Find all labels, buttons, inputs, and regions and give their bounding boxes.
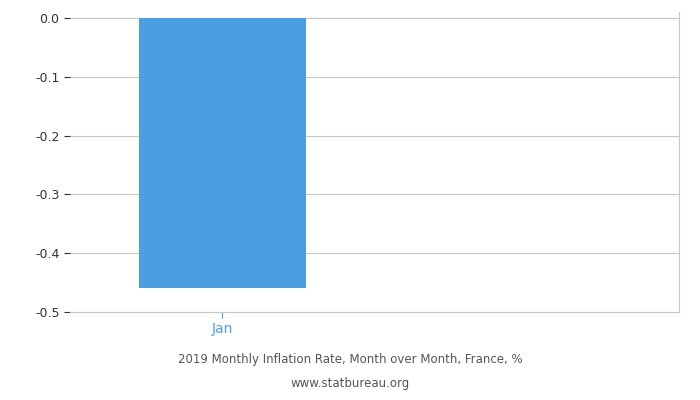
Bar (139, 18, 306, 288)
Text: www.statbureau.org: www.statbureau.org (290, 378, 410, 390)
Text: 2019 Monthly Inflation Rate, Month over Month, France, %: 2019 Monthly Inflation Rate, Month over … (178, 354, 522, 366)
